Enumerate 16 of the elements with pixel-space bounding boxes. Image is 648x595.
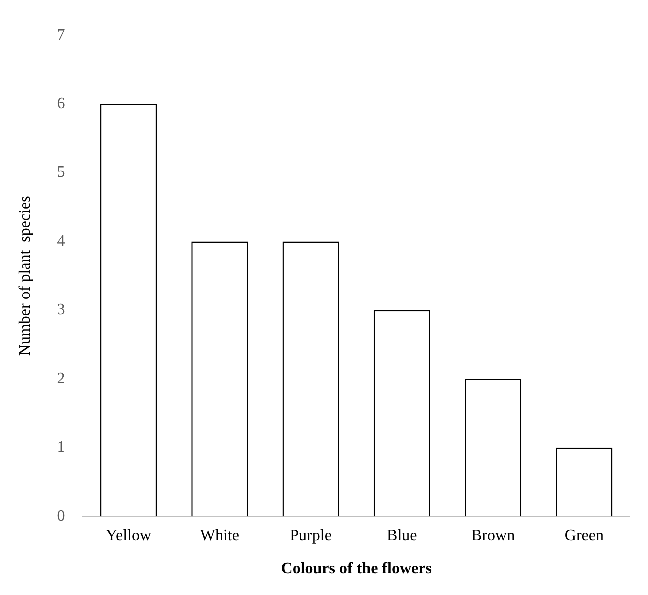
y-tick-label: 7 xyxy=(57,26,66,44)
x-tick-label: Green xyxy=(564,527,604,544)
y-tick-label: 1 xyxy=(57,439,66,456)
y-tick-label: 2 xyxy=(57,370,66,388)
y-tick-label: 6 xyxy=(57,96,66,113)
y-tick-label: 4 xyxy=(57,232,66,250)
y-tick-label: 3 xyxy=(57,302,66,319)
x-tick-label: Blue xyxy=(387,527,418,544)
y-tick-label: 5 xyxy=(57,164,66,182)
x-tick-label: Purple xyxy=(290,527,332,544)
x-tick-label: White xyxy=(200,527,240,544)
x-tick-label: Yellow xyxy=(106,527,152,544)
x-tick-label: Brown xyxy=(472,527,516,544)
y-axis-title: Number of plant species xyxy=(16,196,34,356)
y-tick-label: 0 xyxy=(57,508,66,525)
x-axis-title: Colours of the flowers xyxy=(281,560,432,578)
